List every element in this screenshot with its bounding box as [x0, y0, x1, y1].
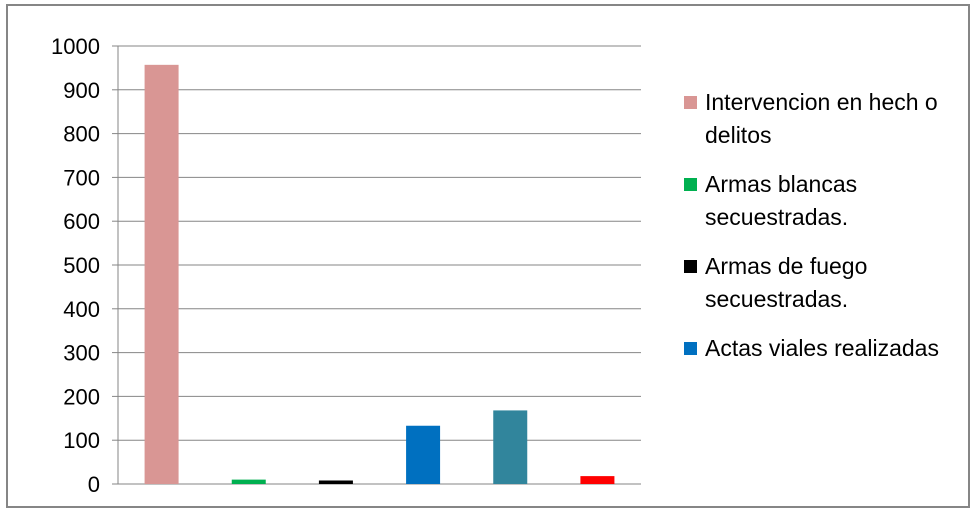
legend-label: Actas viales realizadas	[705, 335, 939, 361]
y-tick-label: 600	[63, 209, 100, 234]
legend-swatch	[684, 96, 697, 109]
y-tick-label: 300	[63, 341, 100, 366]
bar	[580, 476, 615, 484]
legend-item: Actas viales realizadas	[684, 332, 969, 365]
bar	[231, 479, 266, 484]
bar	[318, 480, 353, 484]
y-tick-label: 100	[63, 428, 100, 453]
y-tick-label: 200	[63, 384, 100, 409]
y-tick-label: 500	[63, 253, 100, 278]
legend-swatch	[684, 178, 697, 191]
legend-label: Armas de fuego secuestradas.	[705, 253, 868, 312]
legend-swatch	[684, 260, 697, 273]
legend-item: Intervencion en hech o delitos	[684, 86, 969, 152]
y-tick-label: 800	[63, 122, 100, 147]
bar	[493, 410, 528, 484]
y-tick-label: 900	[63, 78, 100, 103]
legend: Intervencion en hech o delitos Armas bla…	[684, 86, 969, 381]
gridlines	[118, 45, 641, 485]
legend-label: Armas blancas secuestradas.	[705, 171, 858, 230]
legend-item: Armas de fuego secuestradas.	[684, 250, 969, 316]
y-tick-label: 400	[63, 297, 100, 322]
y-tick-label: 1000	[51, 34, 100, 59]
legend-label: Intervencion en hech o delitos	[705, 89, 938, 148]
bar	[406, 425, 441, 484]
bar	[144, 64, 179, 485]
legend-item: Armas blancas secuestradas.	[684, 168, 969, 234]
y-tick-label: 700	[63, 165, 100, 190]
bars	[144, 64, 615, 485]
y-tick-label: 0	[88, 472, 100, 497]
y-axis: 0 100 200 300 400 500 600 700 800 900 1000	[51, 34, 119, 497]
legend-swatch	[684, 342, 697, 355]
